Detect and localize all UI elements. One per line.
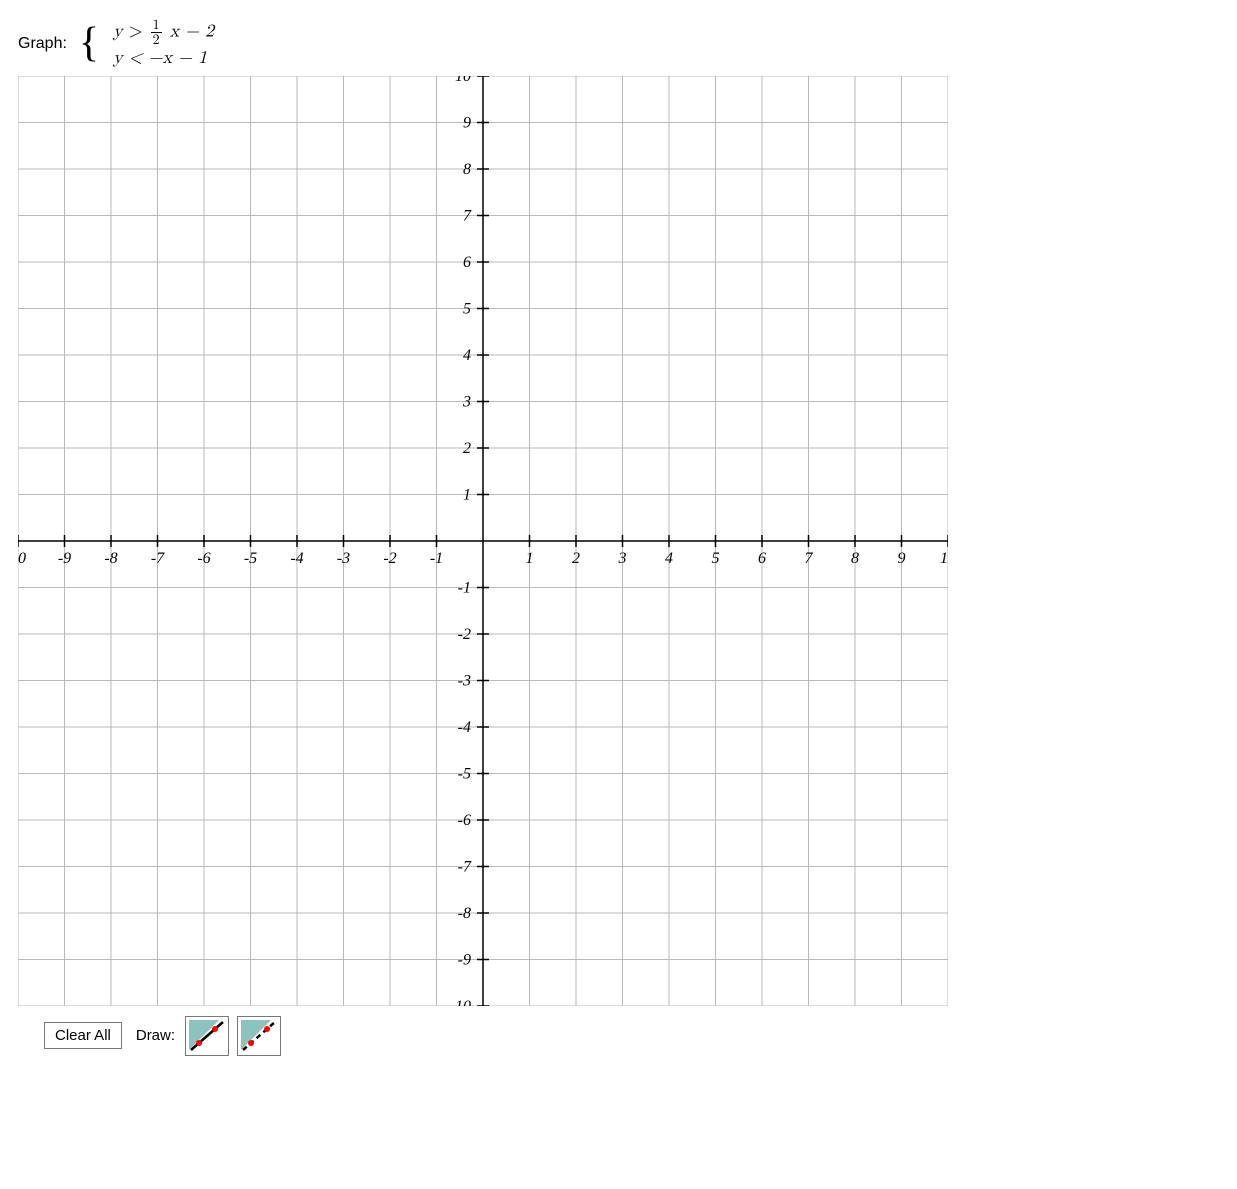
svg-text:-9: -9	[58, 550, 71, 567]
svg-text:-7: -7	[458, 858, 472, 875]
svg-text:9: 9	[898, 550, 906, 567]
svg-text:7: 7	[805, 550, 814, 567]
system-brace: {	[79, 27, 99, 61]
svg-text:-2: -2	[383, 550, 396, 567]
drawing-toolbar: Clear All Draw:	[18, 1016, 1219, 1056]
svg-text:-3: -3	[337, 550, 350, 567]
tool-shaded-solid-line[interactable]	[185, 1016, 229, 1056]
svg-text:-2: -2	[458, 626, 471, 643]
svg-text:10: 10	[940, 550, 948, 567]
svg-text:8: 8	[851, 550, 859, 567]
svg-text:4: 4	[665, 550, 673, 567]
svg-text:1: 1	[463, 486, 471, 503]
svg-text:10: 10	[18, 550, 26, 567]
draw-label: Draw:	[136, 1027, 175, 1044]
question-prompt: Graph: { y > 1 2 x − 2 y < −x − 1	[18, 18, 1219, 70]
svg-text:-7: -7	[151, 550, 165, 567]
coordinate-grid[interactable]: 10 -9 -8 -7 -6 -5 -4 -3 -2 -1 1 2 3 4 5 6 7 8 9 10 1 2 3 4 5 6 7 8 9…	[18, 76, 1219, 1006]
svg-text:-1: -1	[430, 550, 443, 567]
svg-text:7: 7	[463, 207, 472, 224]
svg-text:-5: -5	[244, 550, 257, 567]
svg-text:2: 2	[572, 550, 580, 567]
svg-text:6: 6	[758, 550, 766, 567]
svg-text:3: 3	[618, 550, 627, 567]
svg-text:2: 2	[463, 440, 471, 457]
svg-text:3: 3	[462, 393, 471, 410]
svg-text:-4: -4	[290, 550, 303, 567]
tool-shaded-dashed-line[interactable]	[237, 1016, 281, 1056]
inequality-2: y < −x − 1	[113, 47, 214, 70]
svg-text:4: 4	[463, 347, 471, 364]
svg-text:-6: -6	[197, 550, 210, 567]
inequality-1: y > 1 2 x − 2	[113, 18, 214, 47]
inequality-system: y > 1 2 x − 2 y < −x − 1	[113, 18, 214, 70]
svg-text:1: 1	[526, 550, 534, 567]
clear-all-button[interactable]: Clear All	[44, 1022, 122, 1049]
svg-text:-3: -3	[458, 672, 471, 689]
svg-text:-4: -4	[458, 719, 471, 736]
svg-text:-8: -8	[104, 550, 117, 567]
svg-text:10: 10	[455, 76, 471, 85]
svg-text:-5: -5	[458, 765, 471, 782]
svg-text:5: 5	[463, 300, 471, 317]
prompt-label: Graph:	[18, 35, 67, 53]
svg-text:-6: -6	[458, 812, 471, 829]
svg-text:5: 5	[712, 550, 720, 567]
svg-text:-8: -8	[458, 905, 471, 922]
svg-text:8: 8	[463, 161, 471, 178]
svg-text:9: 9	[463, 114, 471, 131]
svg-text:6: 6	[463, 254, 471, 271]
svg-text:-10: -10	[450, 998, 471, 1006]
svg-text:-9: -9	[458, 951, 471, 968]
one-half-fraction: 1 2	[151, 18, 162, 47]
svg-text:-1: -1	[458, 579, 471, 596]
